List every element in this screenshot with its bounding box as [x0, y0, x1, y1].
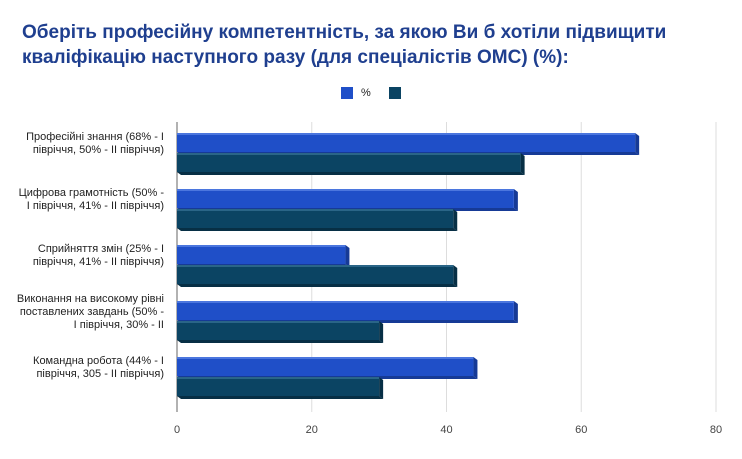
- bar-bottom: [177, 396, 384, 399]
- bar-highlight: [177, 377, 380, 379]
- x-tick-label: 40: [440, 424, 452, 436]
- legend-label-series-1: %: [361, 87, 371, 99]
- category-label: Виконання на високому рівні поставлених …: [16, 293, 164, 331]
- bar-side: [345, 245, 350, 267]
- bar-highlight: [177, 133, 636, 135]
- bar-side: [379, 321, 384, 343]
- category-label: Командна робота (44% - І півріччя, 305 -…: [33, 355, 164, 380]
- chart-title: Оберіть професійну компетентність, за як…: [22, 22, 667, 68]
- legend-swatch-series-1: [341, 87, 353, 99]
- bar: [177, 189, 518, 211]
- bar-highlight: [177, 357, 474, 359]
- bar: [177, 245, 350, 267]
- bar-bottom: [177, 172, 525, 175]
- bar-front: [177, 245, 346, 264]
- bar-highlight: [177, 209, 454, 211]
- bar-bottom: [177, 228, 458, 231]
- bar: [177, 301, 518, 323]
- bar-front: [177, 209, 454, 228]
- legend-swatch-series-2: [389, 87, 401, 99]
- bar-front: [177, 301, 514, 320]
- bar-bottom: [177, 340, 384, 343]
- bar-highlight: [177, 321, 380, 323]
- category-label: Професійні знання (68% - І півріччя, 50%…: [26, 131, 164, 156]
- bar-bottom: [177, 284, 458, 287]
- bar: [177, 133, 640, 155]
- legend: %: [0, 86, 742, 102]
- bar-highlight: [177, 301, 514, 303]
- legend-item-series-1: %: [341, 86, 371, 100]
- bar-front: [177, 321, 380, 340]
- bar-side: [473, 357, 478, 379]
- bar-side: [520, 153, 525, 175]
- legend-item-series-2: [389, 86, 401, 100]
- bar-front: [177, 357, 474, 376]
- bar-front: [177, 133, 636, 152]
- category-label: Сприйняття змін (25% - І півріччя, 41% -…: [32, 243, 164, 268]
- bar: [177, 377, 384, 399]
- bar-front: [177, 265, 454, 284]
- x-tick-label: 80: [710, 424, 722, 436]
- bar: [177, 321, 384, 343]
- bar-side: [513, 301, 518, 323]
- bar: [177, 357, 478, 379]
- bar-side: [453, 265, 458, 287]
- bar-side: [379, 377, 384, 399]
- bar-side: [513, 189, 518, 211]
- bar-front: [177, 189, 514, 208]
- bar: [177, 265, 458, 287]
- bar: [177, 209, 458, 231]
- bar-highlight: [177, 189, 514, 191]
- x-tick-label: 0: [174, 424, 180, 436]
- bar-highlight: [177, 245, 346, 247]
- bar-front: [177, 153, 521, 172]
- bar-side: [635, 133, 640, 155]
- bar: [177, 153, 525, 175]
- bar-highlight: [177, 153, 521, 155]
- bar-highlight: [177, 265, 454, 267]
- category-label: Цифрова грамотність (50% - І півріччя, 4…: [18, 187, 164, 212]
- x-tick-label: 20: [306, 424, 318, 436]
- bars: [177, 133, 640, 399]
- x-axis-ticks: 0 20 40 60 80: [174, 424, 722, 436]
- x-tick-label: 60: [575, 424, 587, 436]
- bar-front: [177, 377, 380, 396]
- bar-side: [453, 209, 458, 231]
